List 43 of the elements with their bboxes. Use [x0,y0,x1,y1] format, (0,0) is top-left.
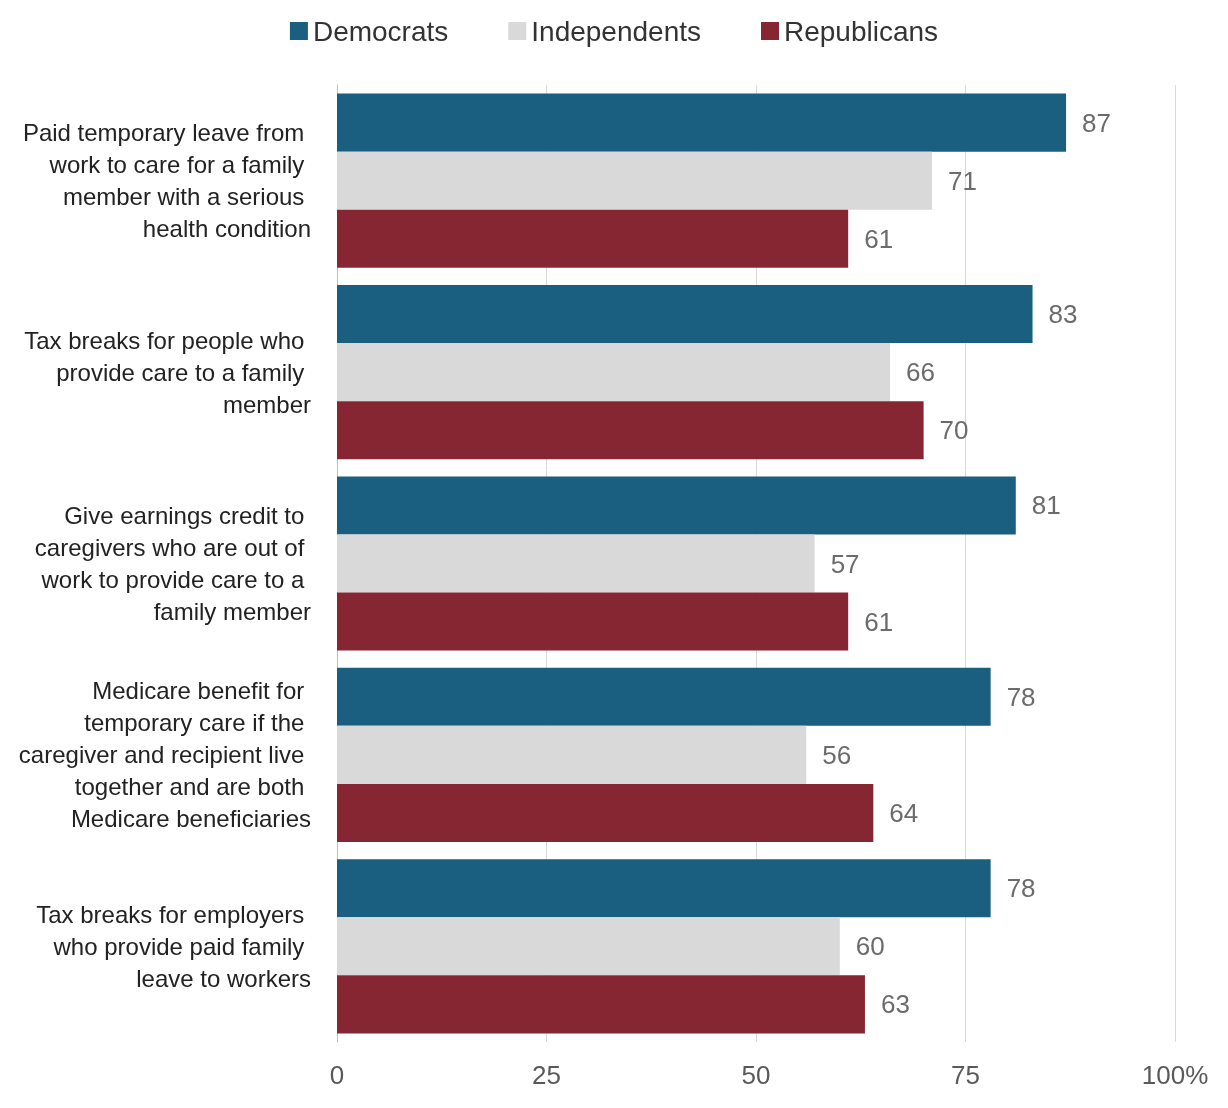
bar [337,401,924,460]
x-tick-label: 100% [1141,1060,1209,1090]
bar [337,209,849,268]
bar [337,93,1067,152]
x-tick-label: 25 [532,1060,561,1090]
bar [337,725,807,784]
data-label: 64 [889,797,919,828]
legend-label: Republicans [783,15,939,47]
y-tick-label: Tax breaks for people who provide care to a family member [24,326,311,418]
legend-label: Democrats [312,15,449,47]
data-label: 61 [864,606,894,637]
data-label: 87 [1082,107,1111,138]
bar [337,285,1033,344]
bar [337,534,815,593]
data-label: 78 [1006,873,1036,904]
bar [337,343,891,402]
x-tick-label: 75 [951,1060,980,1090]
data-label: 70 [939,415,969,446]
bar [337,975,865,1034]
y-tick-label: Give earnings credit to caregivers who are out of work to provide care to a family member [34,502,312,625]
bar [337,667,991,726]
legend-label: Independents [531,15,701,47]
data-label: 71 [947,165,977,196]
x-tick-label: 50 [741,1060,771,1090]
y-tick-label: Medicare benefit for temporary care if the caregiver and recipient live together and are both Medicare beneficiaries [18,677,311,833]
bar [337,783,874,842]
data-label: 61 [864,223,894,254]
data-label: 56 [822,739,852,770]
data-label: 57 [830,548,860,579]
bar [337,859,991,918]
data-label: 81 [1031,490,1061,521]
data-label: 83 [1048,299,1078,330]
bar [337,151,932,210]
data-label: 78 [1006,681,1036,712]
bar [337,476,1016,535]
bar [337,917,840,976]
bar [337,592,849,651]
data-label: 63 [880,989,910,1020]
data-label: 60 [855,931,885,962]
data-label: 66 [906,357,935,388]
y-tick-label: Paid temporary leave from work to care for a family member with a serious health condition [22,119,311,243]
x-tick-label: 0 [329,1060,345,1090]
y-tick-label: Tax breaks for employers who provide paid family leave to workers [36,900,311,992]
